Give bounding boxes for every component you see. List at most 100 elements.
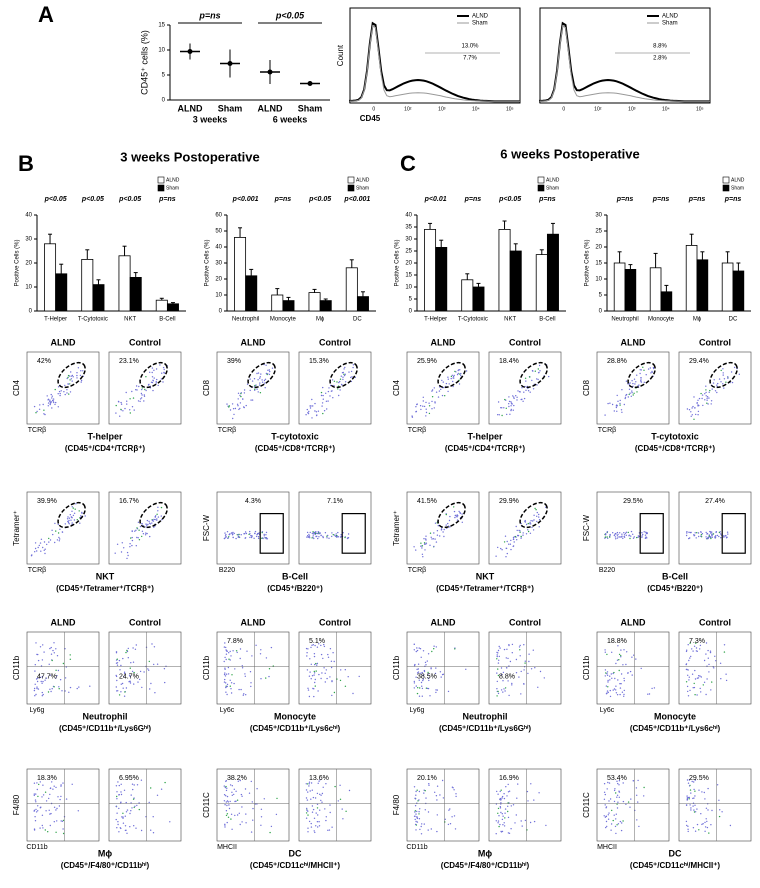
cell-dot [65,798,68,800]
cell-dot [501,797,503,799]
cell-dot [316,803,319,805]
cell-dot [237,780,239,782]
cell-dot [245,532,248,535]
cell-dot [310,646,312,649]
cell-dot [629,392,631,394]
cell-dot [49,793,51,796]
cell-dot [531,379,533,382]
cell-dot [636,391,638,393]
cell-dot [151,371,153,374]
x-tick-label: 10² [594,106,602,112]
gate-percent: 20.1% [417,775,437,782]
cell-dot [240,688,242,691]
cell-dot [39,781,41,783]
y-tick-label: 20 [215,277,222,283]
cell-dot [312,531,314,533]
cell-dot [619,402,621,405]
cell-dot [329,804,331,806]
gate-percent: 7.7% [463,56,477,62]
cell-dot [618,780,621,782]
cell-dot [620,655,622,657]
cell-dot [443,535,445,538]
cell-dot [436,689,438,691]
cell-dot [689,804,691,806]
cell-dot [616,824,618,826]
cell-dot [604,816,607,818]
cell-dot [422,679,424,682]
gate-percent: 8.8% [499,673,515,680]
y-axis-label: Tetramer⁺ [12,510,21,546]
y-tick-label: 30 [595,213,602,219]
cell-dot [234,668,236,670]
cell-dot [505,547,508,550]
cell-dot [51,659,53,662]
cell-dot [606,674,609,676]
cell-dot [225,795,227,797]
gate-percent: 23.1% [119,358,139,365]
cell-dot [327,829,329,831]
cell-dot [152,389,154,392]
cell-dot [49,688,51,690]
cell-dot [711,681,713,683]
cell-dot [623,534,626,536]
cell-dot [611,677,613,679]
cell-dot [498,645,500,648]
bar [81,258,94,312]
cell-dot [330,666,333,669]
cell-dot [257,537,260,540]
cell-dot [719,809,721,811]
cell-dot [497,674,500,677]
cell-dot [635,381,637,383]
cell-dot [425,411,428,414]
cell-dot [39,404,41,406]
cell-dot [34,695,36,697]
cell-dot [57,386,60,388]
phenotype: (CD45⁺/Tetramer⁺/TCRβ⁺) [436,584,534,593]
cell-dot [224,532,226,534]
cell-dot [609,675,611,677]
cell-dot [508,400,511,403]
cell-dot [245,813,247,815]
cell-dot [309,405,311,407]
cell-dot [632,537,635,539]
column-header: Control [129,337,161,347]
group-label: 6 weeks [273,114,308,124]
cell-dot [694,678,697,680]
cell-dot [58,688,60,690]
cell-dot [347,537,350,539]
cell-dot [331,680,333,683]
cell-dot [63,391,65,393]
bar [721,262,734,312]
gate [329,361,358,389]
y-axis-label: Positive Cells (%) [15,239,21,286]
cell-dot [635,658,637,660]
cell-dot [276,797,278,800]
cell-dot [413,649,415,651]
cell-dot [696,823,699,826]
cell-dot [155,381,157,383]
gate [519,361,548,389]
cell-dot [239,394,241,397]
cell-dot [58,540,60,542]
cell-dot [162,381,164,383]
x-axis-label: CD45 [360,114,381,123]
cell-dot [413,786,416,788]
x-tick-label: 0 [372,106,375,112]
gate-percent: 38.2% [227,775,247,782]
cell-dot [126,551,129,554]
cell-dot [120,403,123,405]
cell-dot [435,667,437,669]
cell-dot [720,537,722,539]
cell-dot [500,811,502,814]
cell-dot [311,532,313,535]
cell-dot [312,808,315,811]
cell-dot [325,669,327,671]
cell-dot [136,389,138,391]
cell-dot [505,657,507,659]
cell-dot [618,784,620,786]
cell-dot [316,792,319,795]
cell-dot [122,410,124,412]
cell-dot [144,388,146,391]
legend-swatch [347,176,355,184]
cell-dot [310,826,313,828]
